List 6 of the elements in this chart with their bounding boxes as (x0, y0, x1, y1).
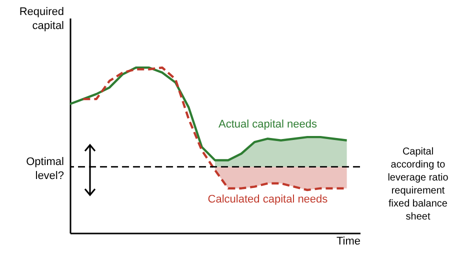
y-axis-title: Required capital (19, 6, 64, 32)
text: Capital according to leverage ratio requirement fixed balance sheet (388, 146, 449, 222)
series-label: Actual capital needs (218, 118, 318, 131)
series-label: Calculated capital needs (208, 193, 328, 206)
x-axis-title: Time (336, 236, 360, 248)
ref-line-label: Optimal level? (26, 156, 64, 182)
